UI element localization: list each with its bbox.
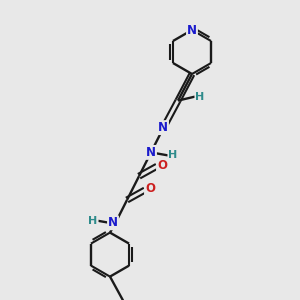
Text: H: H — [88, 216, 98, 226]
Text: H: H — [195, 92, 205, 102]
Text: O: O — [157, 159, 167, 172]
Text: O: O — [145, 182, 155, 196]
Text: H: H — [168, 150, 178, 161]
Text: N: N — [158, 121, 168, 134]
Text: N: N — [187, 23, 197, 37]
Text: N: N — [108, 216, 118, 229]
Text: N: N — [146, 146, 156, 159]
